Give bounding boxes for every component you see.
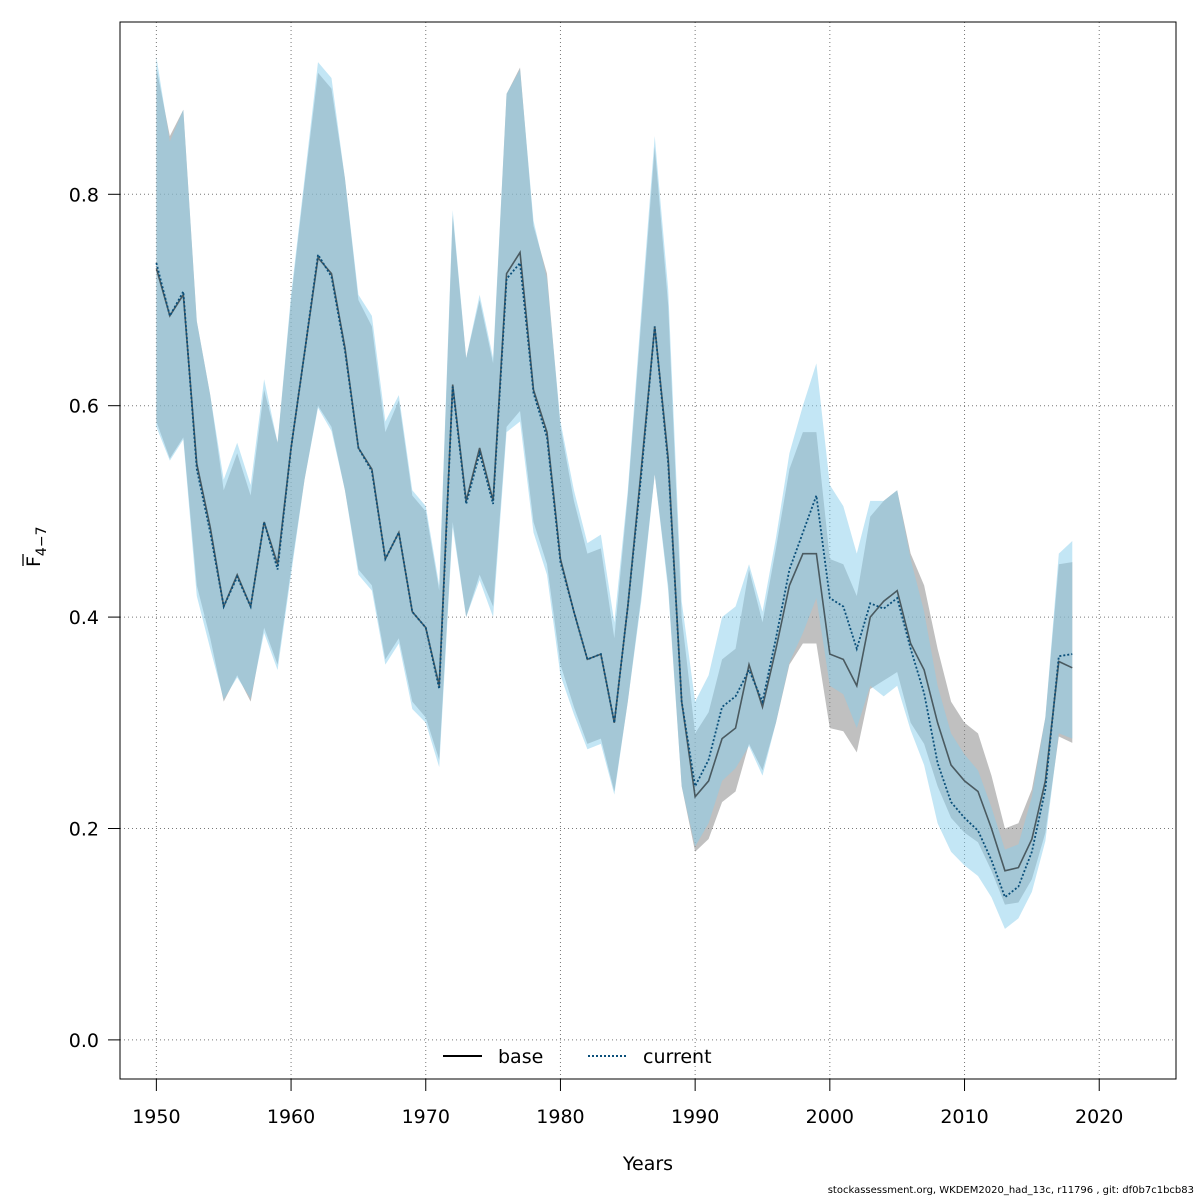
y-axis-title: F4−7	[22, 527, 50, 567]
x-tick-label-2020: 2020	[1075, 1106, 1123, 1128]
confidence-bands	[156, 56, 1073, 929]
legend-current-label: current	[643, 1046, 712, 1068]
x-tick-label-1980: 1980	[536, 1106, 584, 1128]
y-tick-label-0.0: 0.0	[69, 1030, 99, 1052]
y-axis: 0.0 0.2 0.4 0.6 0.8	[69, 184, 120, 1052]
x-axis: 1950 1960 1970 1980 1990 2000 2010 2020	[132, 1078, 1123, 1128]
x-tick-label-2000: 2000	[806, 1106, 854, 1128]
y-tick-label-0.2: 0.2	[69, 818, 99, 840]
x-tick-label-1950: 1950	[132, 1106, 180, 1128]
svg-text:F4−7: F4−7	[23, 527, 50, 567]
y-axis-title-subscript: 4−7	[34, 527, 50, 557]
y-tick-label-0.6: 0.6	[69, 396, 99, 418]
legend: base current	[443, 1046, 712, 1068]
band-base	[156, 67, 1073, 905]
footer-credit: stockassessment.org, WKDEM2020_had_13c, …	[827, 1185, 1194, 1196]
series-lines	[155, 250, 1073, 899]
y-tick-label-0.8: 0.8	[69, 184, 99, 206]
y-tick-label-0.4: 0.4	[69, 607, 99, 629]
line-base	[155, 250, 1073, 872]
legend-base-label: base	[498, 1046, 543, 1068]
x-tick-label-2010: 2010	[940, 1106, 988, 1128]
x-tick-label-1970: 1970	[402, 1106, 450, 1128]
y-axis-title-main: F	[23, 556, 45, 567]
x-tick-label-1960: 1960	[267, 1106, 315, 1128]
x-tick-label-1990: 1990	[671, 1106, 719, 1128]
line-current	[155, 251, 1073, 899]
band-current	[156, 56, 1073, 929]
x-axis-title: Years	[622, 1153, 673, 1175]
